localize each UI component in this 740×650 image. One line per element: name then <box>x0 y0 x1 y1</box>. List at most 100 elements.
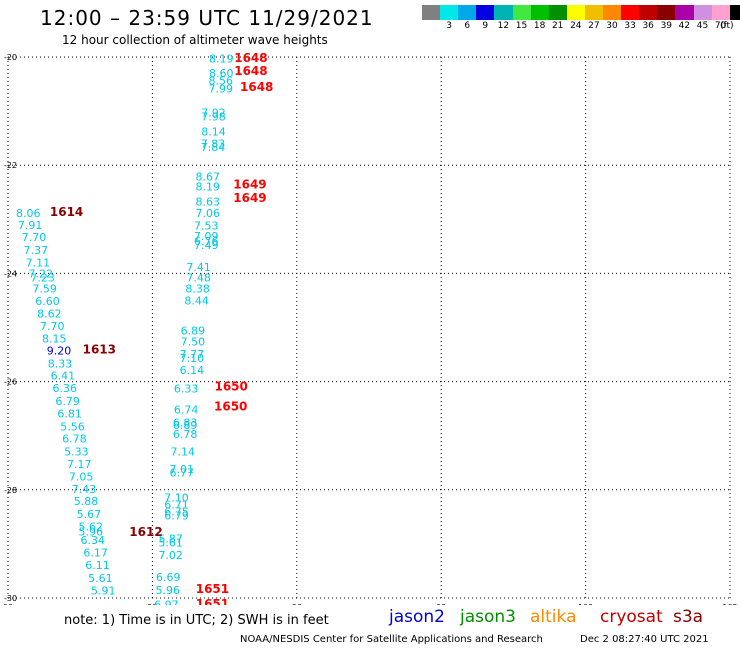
wave-height-value: 8.14 <box>201 126 226 139</box>
wave-height-value: 6.74 <box>174 403 199 416</box>
longitude-tick-label: 90 <box>3 603 13 605</box>
latitude-ticks: -20 -22 -24 -26 -28 -30 <box>4 53 17 603</box>
colorbar-swatch <box>584 5 604 20</box>
wave-height-value: 6.36 <box>53 382 78 395</box>
wave-height-value: 8.15 <box>42 332 67 345</box>
wave-height-value: 6.76 <box>194 235 219 248</box>
colorbar-tick-label: 24 <box>570 21 582 31</box>
credit-line: NOAA/NESDIS Center for Satellite Applica… <box>240 634 543 645</box>
wave-height-value: 7.70 <box>22 231 47 244</box>
longitude-tick-label: 96 <box>292 603 302 605</box>
latitude-tick-label: -22 <box>4 161 17 170</box>
wave-height-value: 8.06 <box>16 207 41 220</box>
wave-height-value: 5.96 <box>79 526 104 539</box>
wave-height-value: 6.89 <box>173 419 198 432</box>
colorbar-tick-label: 42 <box>678 21 691 31</box>
wave-height-value: 8.44 <box>184 295 209 308</box>
track-time-label: 1651 <box>196 582 229 596</box>
track-time-labels: 1648164816481649164916141613165016501612… <box>50 51 274 605</box>
latitude-tick-label: -24 <box>4 269 17 278</box>
colorbar-swatch <box>711 5 731 20</box>
colorbar-tick-label: 33 <box>624 21 636 31</box>
wave-height-value: 7.43 <box>72 483 97 496</box>
wave-height-value: 7.09 <box>194 230 219 243</box>
wave-height-value: 5.87 <box>158 533 183 546</box>
wave-height-value: 6.71 <box>164 498 189 511</box>
wave-height-value: 5.62 <box>79 521 104 534</box>
colorbar-tick-label: 30 <box>606 21 618 31</box>
wave-height-value: 7.77 <box>180 348 205 361</box>
track-time-label: 1648 <box>234 51 267 65</box>
wave-height-value: 7.99 <box>208 82 233 95</box>
wave-height-value: 6.14 <box>180 364 205 377</box>
wave-height-value: 8.56 <box>208 74 233 87</box>
wave-height-value: 7.50 <box>181 336 206 349</box>
latitude-tick-label: -20 <box>4 53 17 62</box>
wave-height-value: 7.59 <box>32 283 57 296</box>
wave-height-value: 6.60 <box>35 295 60 308</box>
wave-height-value: 5.33 <box>64 445 89 458</box>
longitude-tick-label: 99 <box>436 603 446 605</box>
track-time-label: 1651 <box>196 597 229 605</box>
colorbar-unit: (ft) <box>720 21 734 31</box>
track-time-label: 1650 <box>214 380 247 394</box>
wave-height-value: 7.22 <box>28 267 53 280</box>
track-time-label: 1613 <box>83 343 116 357</box>
wave-height-value: 5.61 <box>158 536 183 549</box>
wave-height-value: 7.84 <box>201 141 226 154</box>
colorbar-swatch <box>566 5 586 20</box>
wave-height-value: 7.41 <box>186 261 211 274</box>
wave-height-value: 7.53 <box>194 219 219 232</box>
wave-height-value: 8.19 <box>196 180 221 193</box>
colorbar-tick-label: 39 <box>660 21 673 31</box>
wave-height-value: 8.60 <box>209 67 234 80</box>
track-time-label: 1648 <box>234 64 267 78</box>
wave-height-value: 5.61 <box>88 572 113 585</box>
colorbar-swatch <box>548 5 568 20</box>
wave-height-value: 8.19 <box>209 53 234 66</box>
colorbar-swatch <box>693 5 713 20</box>
track-time-label: 1614 <box>50 205 83 219</box>
colorbar-swatch <box>494 5 513 20</box>
legend-cryosat: cryosat <box>600 607 663 627</box>
track-time-label: 1650 <box>214 400 247 414</box>
wave-height-value: 6.75 <box>164 506 189 519</box>
colorbar-tick-label: 70 <box>714 21 727 31</box>
wave-height-value: 6.83 <box>173 416 198 429</box>
wave-height-value: 9.20 <box>47 344 72 357</box>
wave-height-value: 7.48 <box>186 271 211 284</box>
colorbar-swatch <box>621 5 640 20</box>
wave-height-value: 7.01 <box>170 463 195 476</box>
colorbar-tick-label: 12 <box>497 21 510 31</box>
wave-height-value: 6.81 <box>57 408 82 421</box>
colorbar-swatch <box>729 5 740 20</box>
wave-height-value: 7.17 <box>67 458 92 471</box>
wave-height-value: 6.79 <box>164 509 189 522</box>
colorbar-tick-label: 9 <box>482 21 489 31</box>
latitude-tick-label: -30 <box>4 594 17 603</box>
wave-height-value: 8.63 <box>196 196 221 209</box>
wave-height-value: 7.10 <box>180 352 205 365</box>
track-time-label: 1649 <box>233 178 266 192</box>
track-time-label: 1612 <box>129 525 162 539</box>
wave-height-value: 7.37 <box>24 244 49 257</box>
colorbar-tick-label: 18 <box>533 21 546 31</box>
colorbar-tick-label: 27 <box>588 21 600 31</box>
colorbar-tick-label: 21 <box>551 21 564 31</box>
wave-height-value: 5.88 <box>74 495 99 508</box>
wave-height-value: 5.56 <box>60 421 85 434</box>
colorbar-swatch <box>422 5 441 20</box>
colorbar-swatch <box>603 5 622 20</box>
wave-height-value: 7.49 <box>194 239 219 252</box>
wave-height-value: 5.67 <box>77 508 102 521</box>
wave-height-value: 7.70 <box>40 320 65 333</box>
wave-height-value: 7.14 <box>170 445 195 458</box>
wave-height-value: 7.05 <box>69 470 94 483</box>
colorbar-swatch <box>476 5 495 20</box>
colorbar-swatch <box>512 5 532 20</box>
longitude-ticks: 90 93 96 99 102 105 <box>3 603 738 605</box>
colorbar-swatch <box>458 5 477 20</box>
map-subtitle: 12 hour collection of altimeter wave hei… <box>62 33 328 47</box>
latitude-tick-label: -26 <box>4 378 17 387</box>
